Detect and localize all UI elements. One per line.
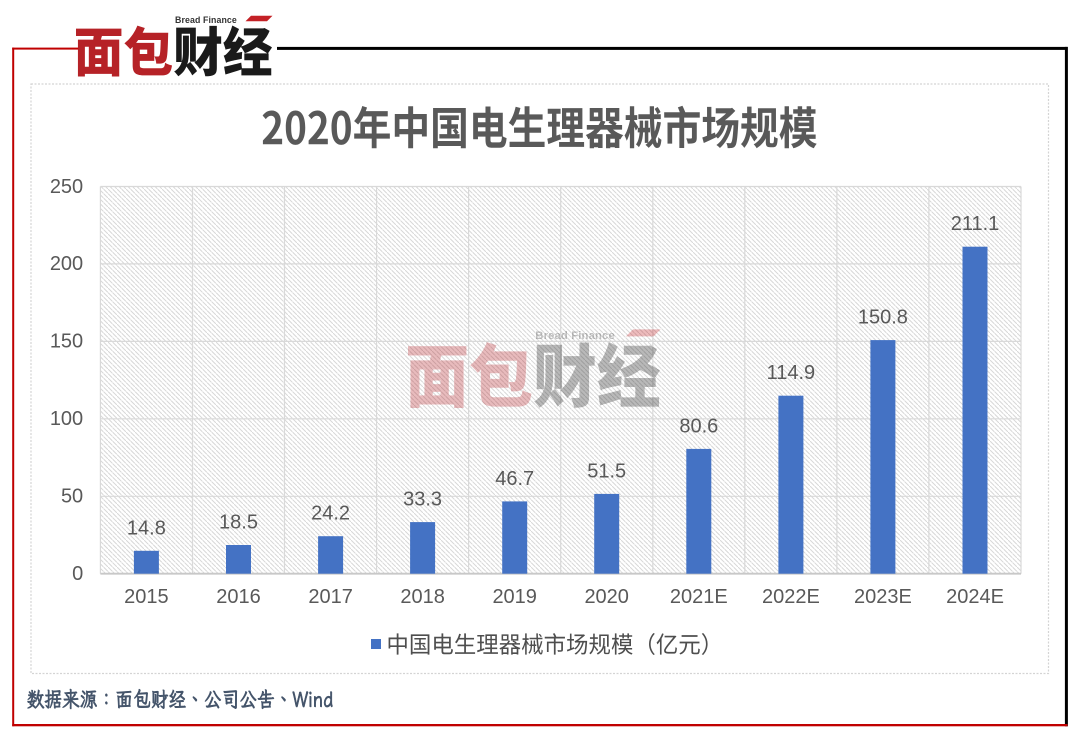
svg-text:33.3: 33.3 <box>403 489 442 511</box>
svg-text:46.7: 46.7 <box>495 468 534 490</box>
svg-text:2017: 2017 <box>308 586 353 608</box>
svg-text:2021E: 2021E <box>670 586 728 608</box>
svg-text:24.2: 24.2 <box>311 503 350 525</box>
svg-text:2023E: 2023E <box>854 586 912 608</box>
svg-text:250: 250 <box>50 176 83 198</box>
svg-text:2020: 2020 <box>584 586 629 608</box>
svg-text:14.8: 14.8 <box>127 517 166 539</box>
svg-text:100: 100 <box>50 408 83 430</box>
svg-text:150.8: 150.8 <box>858 307 908 329</box>
svg-text:51.5: 51.5 <box>587 460 626 482</box>
svg-text:2018: 2018 <box>400 586 445 608</box>
svg-text:18.5: 18.5 <box>219 512 258 534</box>
svg-text:114.9: 114.9 <box>767 362 816 384</box>
svg-text:50: 50 <box>61 486 83 508</box>
svg-text:2016: 2016 <box>216 586 261 608</box>
svg-text:2015: 2015 <box>124 586 169 608</box>
svg-text:211.1: 211.1 <box>951 213 1000 235</box>
svg-text:2024E: 2024E <box>946 586 1004 608</box>
svg-text:2022E: 2022E <box>762 586 820 608</box>
svg-text:2019: 2019 <box>492 586 537 608</box>
svg-text:150: 150 <box>50 331 83 353</box>
svg-text:0: 0 <box>72 563 83 585</box>
svg-text:80.6: 80.6 <box>679 415 718 437</box>
svg-text:200: 200 <box>50 253 83 275</box>
